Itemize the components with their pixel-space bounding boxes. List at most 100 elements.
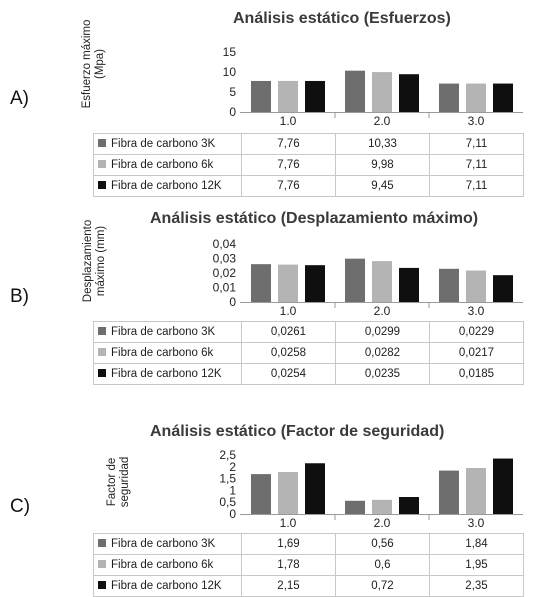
x-tick-label: 2.0	[374, 516, 391, 530]
legend-entry: Fibra de carbono 3K	[93, 133, 242, 155]
data-label: 1,78	[241, 554, 336, 576]
y-tick-label: 0	[229, 507, 236, 521]
x-tick-label: 1.0	[280, 516, 297, 530]
bar-chart-svg: 00,511,522,5 1.0 2.0 3.0	[219, 448, 523, 530]
y-tick-label: 10	[223, 65, 237, 79]
data-label: 1,84	[429, 533, 524, 555]
y-tick-label: 0,5	[219, 495, 236, 509]
data-label: 0,0185	[429, 363, 524, 385]
legend-entry: Fibra de carbono 12K	[93, 175, 242, 197]
bar	[439, 268, 459, 302]
table-row: Fibra de carbono 12K 7,76 9,45 7,11	[93, 175, 524, 197]
bar	[305, 265, 325, 302]
data-label: 7,11	[429, 133, 524, 155]
bar	[251, 80, 271, 112]
legend-swatch	[98, 580, 106, 589]
panel-label: A)	[10, 88, 29, 109]
legend-entry: Fibra de carbono 6k	[93, 342, 242, 364]
data-label: 7,76	[241, 133, 336, 155]
legend-swatch	[98, 326, 106, 335]
bar	[466, 467, 486, 514]
data-label: 7,11	[429, 154, 524, 176]
chart-panel-a: A) Análisis estático (Esfuerzos) Esfuerz…	[0, 0, 545, 197]
bar	[305, 463, 325, 514]
legend-label: Fibra de carbono 6k	[111, 559, 214, 571]
legend-label: Fibra de carbono 6k	[111, 347, 214, 359]
y-tick-label: 0	[229, 105, 236, 119]
y-tick-label: 0	[229, 295, 236, 309]
data-label: 0,6	[335, 554, 430, 576]
y-tick-label: 0,01	[213, 281, 237, 295]
bar	[372, 261, 392, 302]
legend-entry: Fibra de carbono 6k	[93, 554, 242, 576]
data-table: Fibra de carbono 3K 0,0261 0,0299 0,0229 Fib…	[93, 321, 524, 385]
y-tick-label: 0,03	[213, 252, 237, 266]
data-label: 10,33	[335, 133, 430, 155]
bar	[466, 270, 486, 302]
legend-label: Fibra de carbono 12K	[111, 368, 222, 380]
legend-label: Fibra de carbono 12K	[111, 580, 222, 592]
chart-title: Análisis estático (Desplazamiento máximo…	[150, 210, 479, 227]
legend-entry: Fibra de carbono 3K	[93, 533, 242, 555]
legend-entry: Fibra de carbono 6k	[93, 154, 242, 176]
table-row: Fibra de carbono 3K 0,0261 0,0299 0,0229	[93, 321, 524, 343]
y-tick-label: 0,02	[213, 266, 237, 280]
bar	[439, 83, 459, 112]
table-row: Fibra de carbono 3K 7,76 10,33 7,11	[93, 133, 524, 155]
data-label: 0,0258	[241, 342, 336, 364]
table-row: Fibra de carbono 12K 2,15 0,72 2,35	[93, 575, 524, 597]
x-tick-label: 3.0	[468, 304, 485, 318]
y-tick-label: 2,5	[219, 448, 236, 462]
data-label: 0,0229	[429, 321, 524, 343]
table-row: Fibra de carbono 6k 1,78 0,6 1,95	[93, 554, 524, 576]
legend-entry: Fibra de carbono 12K	[93, 575, 242, 597]
legend-swatch	[98, 138, 106, 147]
bar	[399, 74, 419, 112]
bar-chart-svg: 00,010,020,030,04 1.0 2.0 3.0	[213, 237, 523, 318]
bar	[345, 258, 365, 302]
y-tick-label: 15	[223, 45, 237, 59]
panel-label: C)	[10, 496, 31, 517]
data-label: 0,0282	[335, 342, 430, 364]
data-label: 0,0254	[241, 363, 336, 385]
table-row: Fibra de carbono 12K 0,0254 0,0235 0,0185	[93, 363, 524, 385]
data-label: 7,76	[241, 154, 336, 176]
data-label: 9,98	[335, 154, 430, 176]
legend-label: Fibra de carbono 12K	[111, 180, 222, 192]
legend-label: Fibra de carbono 3K	[111, 138, 216, 150]
x-tick-label: 2.0	[374, 114, 391, 128]
chart-panel-c: C) Análisis estático (Factor de segurida…	[0, 397, 545, 597]
x-tick-label: 2.0	[374, 304, 391, 318]
y-tick-label: 1	[229, 483, 236, 497]
data-label: 7,76	[241, 175, 336, 197]
bar	[493, 275, 513, 302]
legend-label: Fibra de carbono 3K	[111, 326, 216, 338]
legend-label: Fibra de carbono 3K	[111, 538, 216, 550]
bar	[372, 499, 392, 514]
bar	[399, 497, 419, 514]
x-tick-label: 1.0	[280, 304, 297, 318]
bar	[278, 80, 298, 112]
bar	[439, 470, 459, 514]
x-tick-label: 3.0	[468, 114, 485, 128]
data-label: 9,45	[335, 175, 430, 197]
legend-swatch	[98, 559, 106, 568]
legend-entry: Fibra de carbono 3K	[93, 321, 242, 343]
table-row: Fibra de carbono 3K 1,69 0,56 1,84	[93, 533, 524, 555]
chart-title: Análisis estático (Esfuerzos)	[233, 10, 451, 27]
data-label: 7,11	[429, 175, 524, 197]
bar	[251, 474, 271, 514]
panel-label: B)	[10, 286, 29, 307]
bar	[466, 83, 486, 112]
table-row: Fibra de carbono 6k 7,76 9,98 7,11	[93, 154, 524, 176]
legend-entry: Fibra de carbono 12K	[93, 363, 242, 385]
bar	[278, 264, 298, 302]
bar	[493, 458, 513, 514]
data-label: 0,0261	[241, 321, 336, 343]
data-table: Fibra de carbono 3K 7,76 10,33 7,11 Fibra de…	[93, 133, 524, 197]
bar-chart-svg: 0 5 10 15 1.0 2.0 3.0	[223, 45, 523, 128]
legend-label: Fibra de carbono 6k	[111, 159, 214, 171]
legend-swatch	[98, 159, 106, 168]
y-tick-label: 2	[229, 460, 236, 474]
bar	[278, 471, 298, 514]
